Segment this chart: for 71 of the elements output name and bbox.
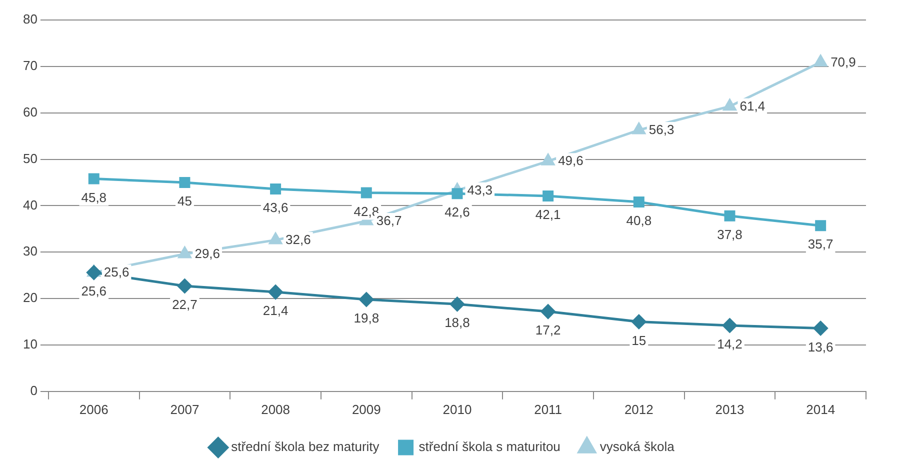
point	[450, 296, 464, 312]
y-tick-label: 70	[22, 58, 38, 74]
data-label: 19,8	[354, 310, 380, 326]
point	[722, 318, 737, 333]
data-label: 21,4	[262, 303, 288, 318]
point	[632, 314, 646, 330]
x-tick-label: 2010	[442, 402, 472, 417]
point	[360, 187, 372, 198]
legend-label: střední škola s maturitou	[418, 439, 560, 454]
point	[540, 304, 556, 319]
x-tick-label: 2009	[352, 402, 381, 417]
data-label: 43,3	[467, 182, 493, 198]
data-label: 43,6	[262, 200, 288, 216]
data-label: 70,9	[830, 54, 856, 70]
point	[268, 284, 283, 300]
x-tick-label: 2007	[170, 402, 200, 417]
data-label: 61,4	[740, 98, 766, 114]
data-label: 17,2	[535, 322, 561, 338]
data-label: 56,3	[648, 122, 674, 138]
legend-label: vysoká škola	[600, 439, 676, 454]
point	[815, 220, 826, 232]
data-label: 29,6	[194, 246, 220, 262]
point	[177, 278, 192, 294]
point	[179, 176, 190, 188]
y-tick-label: 0	[30, 382, 38, 398]
data-label: 37,8	[717, 226, 742, 242]
data-label: 32,6	[286, 232, 311, 248]
point	[542, 190, 554, 202]
x-tick-label: 2011	[534, 402, 562, 417]
y-tick-label: 80	[22, 12, 38, 27]
data-label: 40,8	[626, 213, 652, 228]
data-label: 15	[632, 332, 646, 348]
data-label: 25,6	[104, 264, 130, 280]
data-label: 42,1	[535, 207, 561, 222]
data-label: 35,7	[808, 236, 834, 252]
data-label: 22,7	[172, 297, 198, 312]
data-label: 18,8	[444, 315, 470, 330]
point	[86, 265, 102, 280]
legend-label: střední škola bez maturity	[231, 439, 380, 454]
point	[542, 154, 555, 166]
point	[632, 122, 646, 134]
y-tick-label: 40	[22, 197, 38, 212]
y-tick-label: 30	[22, 244, 38, 259]
y-tick-label: 60	[22, 104, 38, 120]
point	[814, 54, 828, 66]
point	[178, 246, 192, 258]
data-label: 45,8	[81, 190, 107, 205]
x-tick-label: 2006	[79, 402, 108, 417]
y-tick-label: 50	[22, 150, 38, 166]
y-tick-label: 10	[22, 336, 38, 352]
x-tick-label: 2012	[624, 402, 654, 417]
point	[723, 99, 736, 111]
x-tick-label: 2013	[715, 402, 744, 417]
point	[813, 321, 828, 336]
data-label: 13,6	[808, 339, 834, 354]
x-tick-label: 2008	[261, 402, 290, 417]
data-label: 25,6	[81, 284, 107, 299]
point	[452, 188, 463, 200]
point	[633, 196, 644, 208]
point	[270, 183, 282, 194]
y-tick-label: 20	[22, 290, 38, 306]
data-label: 42,6	[444, 204, 470, 220]
point	[88, 173, 100, 184]
x-tick-label: 2014	[806, 402, 836, 417]
point	[724, 210, 736, 222]
data-label: 49,6	[558, 153, 584, 168]
point	[269, 232, 282, 244]
point	[359, 292, 374, 307]
data-label: 14,2	[717, 336, 742, 352]
data-label: 45	[177, 194, 192, 209]
data-label: 36,7	[376, 213, 402, 228]
